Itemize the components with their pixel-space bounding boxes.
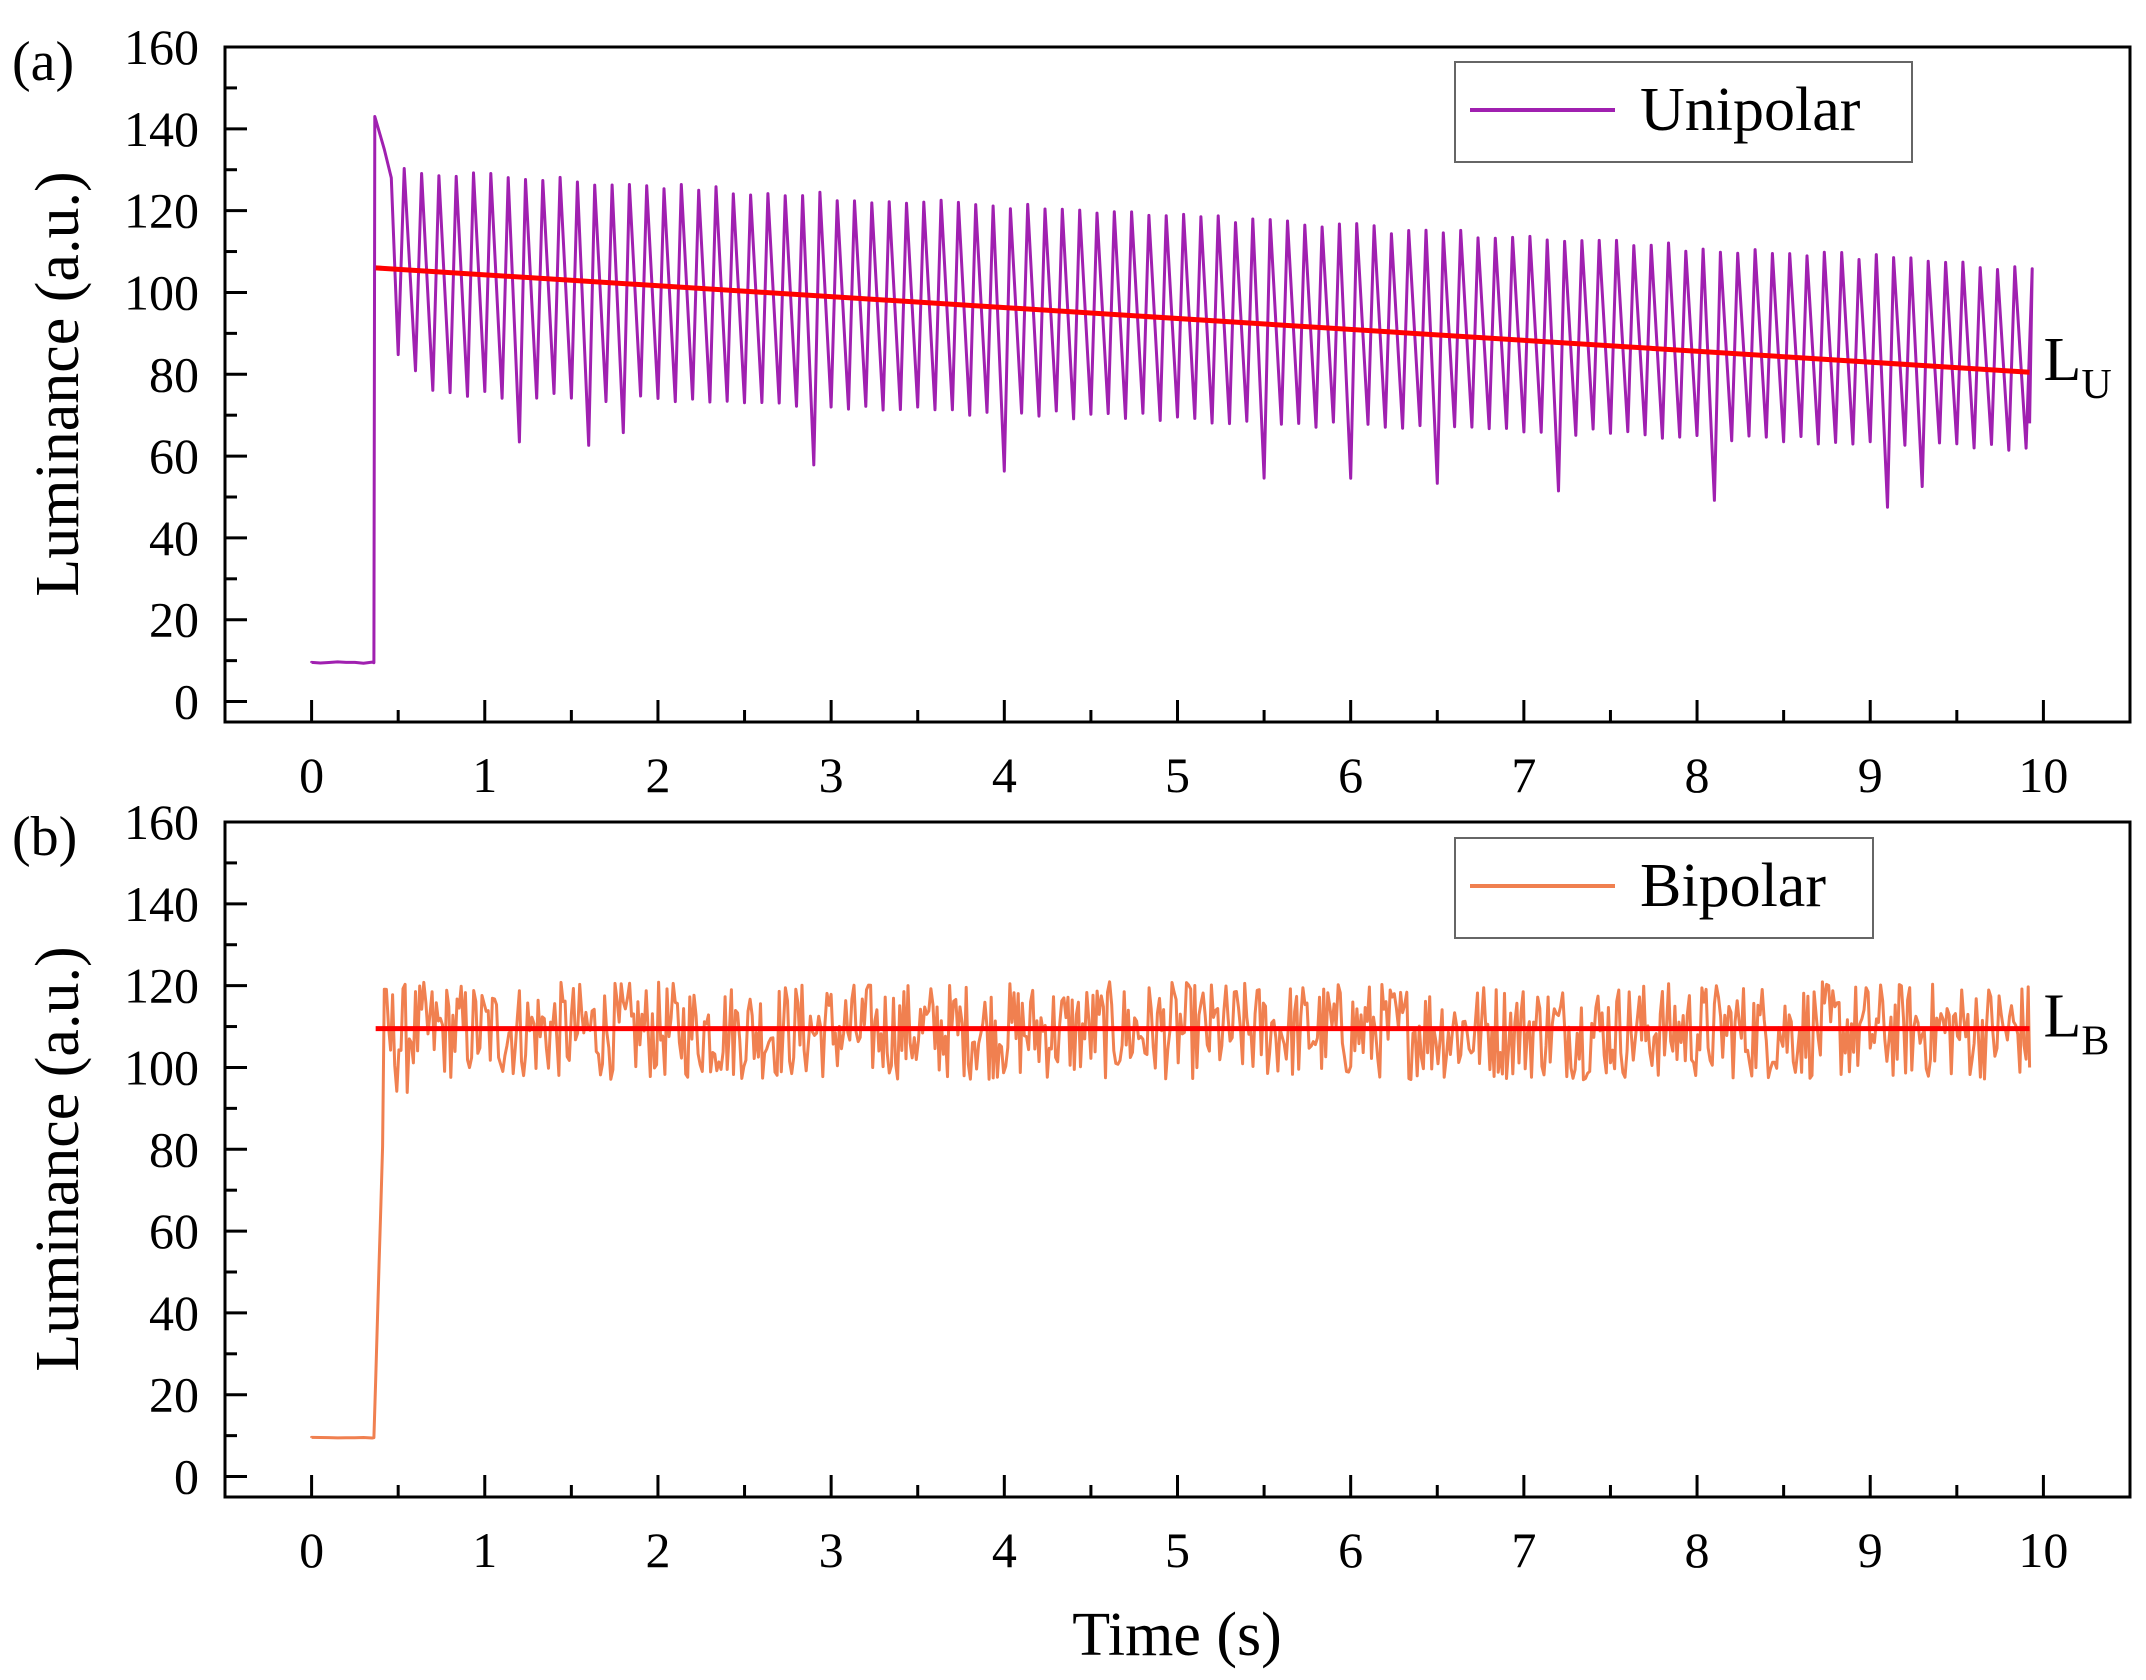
y-tick-label: 40 (149, 1285, 199, 1341)
y-tick-label: 140 (124, 101, 199, 157)
fit-label-lu-sub: U (2081, 362, 2111, 408)
x-tick-label: 4 (992, 747, 1017, 803)
panel-a-x-tick-labels: 0 1 2 3 4 5 6 7 8 9 10 (299, 747, 2068, 803)
y-tick-label: 0 (174, 1449, 199, 1505)
y-tick-label: 40 (149, 510, 199, 566)
panel-b-x-tick-labels: 0 1 2 3 4 5 6 7 8 9 10 (299, 1522, 2068, 1578)
unipolar-fit-line (375, 265, 2030, 375)
unipolar-series-line (310, 115, 2034, 665)
x-tick-label: 7 (1511, 747, 1536, 803)
fit-label-lu: LU (2044, 326, 2112, 408)
y-tick-label: 60 (149, 1203, 199, 1259)
legend-bipolar: Bipolar (1454, 837, 1874, 939)
panel-b-grid-ticks (225, 820, 2045, 1497)
x-tick-label: 3 (819, 747, 844, 803)
x-tick-label: 0 (299, 1522, 324, 1578)
x-tick-label: 10 (2018, 1522, 2068, 1578)
y-tick-label: 100 (124, 1039, 199, 1095)
x-tick-label: 6 (1338, 1522, 1363, 1578)
fit-label-lb: LB (2044, 983, 2110, 1065)
legend-unipolar: Unipolar (1454, 61, 1913, 163)
x-tick-label: 5 (1165, 747, 1190, 803)
bipolar-series-line (310, 980, 2032, 1440)
y-tick-label: 80 (149, 1121, 199, 1177)
x-tick-label: 10 (2018, 747, 2068, 803)
panel-a-grid-ticks (225, 45, 2045, 722)
y-tick-label: 20 (149, 1367, 199, 1423)
y-tick-label: 140 (124, 876, 199, 932)
fit-label-lb-sub: B (2081, 1019, 2109, 1065)
panel-b-label: (b) (12, 806, 77, 868)
y-tick-label: 100 (124, 264, 199, 320)
legend-bipolar-label: Bipolar (1640, 852, 1826, 920)
y-tick-label: 120 (124, 958, 199, 1014)
fit-label-lu-main: L (2044, 326, 2082, 394)
panel-a: 0 1 2 3 4 5 6 7 8 9 10 0 20 40 60 80 100 120 140 160 (a) L… (12, 19, 2132, 803)
y-tick-label: 60 (149, 428, 199, 484)
x-tick-label: 5 (1165, 1522, 1190, 1578)
x-tick-label: 7 (1511, 1522, 1536, 1578)
panel-b-y-axis-title: Luminance (a.u.) (24, 946, 92, 1371)
legend-unipolar-label: Unipolar (1640, 76, 1861, 144)
x-axis-title: Time (s) (1072, 1601, 1282, 1669)
y-tick-label: 20 (149, 592, 199, 648)
y-tick-label: 0 (174, 674, 199, 730)
x-tick-label: 0 (299, 747, 324, 803)
x-tick-label: 3 (819, 1522, 844, 1578)
x-tick-label: 1 (472, 747, 497, 803)
x-tick-label: 8 (1685, 1522, 1710, 1578)
panel-b: 0 1 2 3 4 5 6 7 8 9 10 0 20 40 60 80 100 120 140 160 (b) L… (12, 794, 2132, 1669)
panel-b-y-tick-labels: 0 20 40 60 80 100 120 140 160 (124, 794, 199, 1505)
y-tick-label: 160 (124, 19, 199, 75)
fit-label-lb-main: L (2044, 983, 2082, 1051)
panel-a-label: (a) (12, 31, 74, 93)
panel-a-y-axis-title: Luminance (a.u.) (24, 171, 92, 596)
y-tick-label: 160 (124, 794, 199, 850)
x-tick-label: 4 (992, 1522, 1017, 1578)
x-tick-label: 8 (1685, 747, 1710, 803)
x-tick-label: 2 (645, 747, 670, 803)
y-tick-label: 120 (124, 183, 199, 239)
x-tick-label: 2 (645, 1522, 670, 1578)
x-tick-label: 6 (1338, 747, 1363, 803)
x-tick-label: 1 (472, 1522, 497, 1578)
x-tick-label: 9 (1858, 747, 1883, 803)
x-tick-label: 9 (1858, 1522, 1883, 1578)
y-tick-label: 80 (149, 346, 199, 402)
panel-a-y-tick-labels: 0 20 40 60 80 100 120 140 160 (124, 19, 199, 730)
